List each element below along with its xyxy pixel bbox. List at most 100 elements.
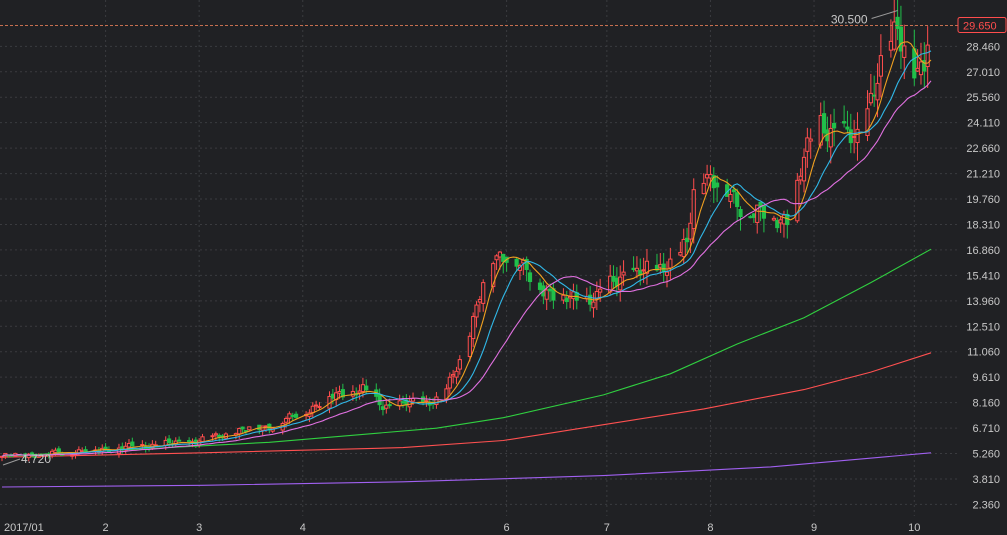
candle-body [477, 299, 482, 303]
candle-body [187, 440, 192, 443]
candle [564, 290, 569, 310]
candle [898, 5, 904, 69]
candle-body [397, 400, 402, 407]
candle-body [80, 450, 85, 453]
grid [0, 0, 958, 516]
candle-body [380, 406, 386, 410]
candle-body [611, 276, 616, 282]
ma60-line [1, 248, 932, 457]
candle [317, 402, 322, 410]
candle-body [708, 174, 713, 179]
candle-body [471, 316, 476, 340]
candle [471, 312, 476, 348]
candle-body [330, 393, 335, 399]
candle-body [828, 127, 833, 148]
x-tick-label: 3 [196, 522, 202, 534]
candle [895, 0, 900, 41]
candle [240, 426, 245, 434]
candle-body [728, 193, 733, 202]
candle [293, 411, 299, 420]
candle-body [875, 82, 880, 101]
candle-body [491, 263, 496, 288]
candle [925, 26, 930, 88]
candle-body [771, 217, 777, 221]
candle [0, 455, 5, 462]
candle-body [888, 40, 893, 51]
min-annotation: 4.720 [2, 452, 51, 466]
candle-body [778, 219, 783, 224]
candle [527, 269, 533, 291]
candle [384, 398, 389, 414]
candle-body [210, 435, 215, 438]
candle-body [798, 175, 803, 181]
candle-body [641, 269, 646, 272]
candle-body [434, 396, 439, 406]
candle [795, 173, 800, 224]
candle [892, 0, 897, 52]
long-moving-averages [1, 248, 932, 488]
candle-body [681, 238, 686, 258]
x-tick-label: 6 [504, 522, 510, 534]
candle-body [474, 304, 479, 318]
candle-body [340, 389, 345, 398]
candle [457, 355, 462, 375]
y-tick-label: 15.410 [966, 270, 1000, 282]
candle-body [400, 401, 406, 404]
candle-body [517, 265, 523, 271]
candle-body [501, 253, 506, 262]
candle-body [257, 424, 262, 431]
candle [755, 204, 760, 234]
candle-body [915, 67, 920, 72]
y-tick-label: 12.510 [966, 321, 1000, 333]
candle [868, 73, 873, 106]
candle [491, 261, 496, 293]
candle [668, 247, 673, 280]
candle [544, 284, 549, 310]
candle [481, 279, 486, 312]
candle [865, 90, 870, 142]
candle [775, 217, 780, 233]
candle-body [892, 21, 897, 50]
candle [314, 400, 319, 410]
candle [467, 332, 472, 362]
y-tick-label: 11.060 [967, 347, 1000, 359]
candle [591, 292, 596, 318]
candle-body [865, 108, 870, 136]
y-tick-label: 18.310 [966, 219, 1000, 231]
candle [771, 215, 777, 222]
candle-body [547, 288, 553, 292]
candle-body [53, 449, 58, 453]
candle-body [842, 121, 847, 124]
candle [684, 227, 690, 253]
candle-body [634, 267, 640, 272]
candle-body [290, 414, 295, 417]
candle [514, 257, 519, 272]
candle-body [852, 135, 857, 139]
candle [875, 63, 880, 118]
candle-body [126, 443, 132, 448]
candle-body [457, 359, 462, 370]
candle-body [387, 404, 392, 407]
candle-body [705, 174, 710, 179]
candle-body [454, 370, 459, 378]
candle-body [684, 237, 690, 243]
candle [691, 178, 696, 244]
candle [855, 112, 860, 161]
candle-body [360, 384, 366, 393]
candle-body [564, 297, 569, 303]
candle [116, 443, 122, 458]
candle-body [561, 294, 566, 301]
candle-body [631, 267, 636, 271]
y-tick-label: 3.810 [972, 474, 1000, 486]
candle-body [591, 301, 596, 309]
candle-body [751, 213, 756, 218]
candle-body [715, 182, 720, 188]
candle-body [658, 264, 663, 268]
candle-body [116, 447, 122, 455]
candle-body [668, 258, 673, 269]
candle-body [598, 288, 603, 293]
candle [878, 34, 883, 98]
x-tick-label: 2 [103, 522, 109, 534]
ma20-line [1, 80, 932, 457]
